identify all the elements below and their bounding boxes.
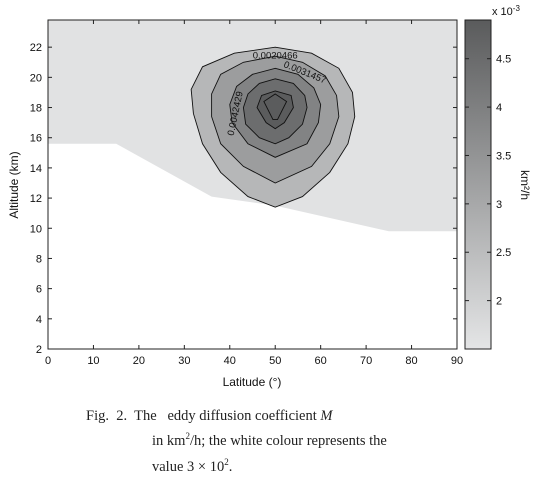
colorbar-multiplier: x 10-3: [492, 4, 520, 18]
y-tick-label: 6: [36, 284, 42, 296]
contour-label-1: 0.0020466: [253, 51, 298, 62]
y-tick-label: 10: [30, 223, 42, 235]
x-tick-label: 50: [269, 355, 281, 367]
plot-frame: [47, 19, 458, 350]
colorbar-tick-label: 4.5: [496, 54, 511, 66]
caption-line-3: value 3 × 102.: [152, 457, 233, 475]
colorbar: 2 2.5 3 3.5 4 4.5 x 10-3 km²/h: [464, 4, 532, 350]
contour-level-6: [263, 93, 288, 121]
y-tick-label: 4: [36, 314, 42, 326]
x-tick-label: 10: [87, 355, 99, 367]
x-tick-label: 30: [178, 355, 190, 367]
y-tick-label: 8: [36, 253, 42, 265]
y-tick-label: 16: [30, 133, 42, 145]
colorbar-frame: [464, 19, 492, 350]
y-tick-label: 2: [36, 344, 42, 356]
x-tick-label: 0: [45, 355, 51, 367]
colorbar-tick-label: 3: [496, 199, 502, 211]
colorbar-unit: km²/h: [518, 170, 532, 200]
colorbar-tick-label: 2.5: [496, 247, 511, 259]
x-axis-label: Latitude (°): [223, 375, 282, 389]
caption-line-2: in km2/h; the white colour represents th…: [152, 431, 387, 449]
x-tick-label: 70: [360, 355, 372, 367]
y-tick-label: 20: [30, 72, 42, 84]
y-tick-label: 14: [30, 163, 42, 175]
x-tick-label: 40: [224, 355, 236, 367]
colorbar-tick-label: 3.5: [496, 150, 511, 162]
y-axis-label: Altitude (km): [7, 151, 21, 218]
colorbar-fill: [465, 20, 491, 349]
y-tick-label: 22: [30, 42, 42, 54]
x-tick-label: 80: [405, 355, 417, 367]
y-tick-label: 18: [30, 103, 42, 115]
y-tick-label: 12: [30, 193, 42, 205]
x-tick-label: 20: [133, 355, 145, 367]
colorbar-tick-label: 4: [496, 102, 502, 114]
x-tick-label: 60: [315, 355, 327, 367]
x-tick-label: 90: [451, 355, 463, 367]
colorbar-tick-label: 2: [496, 296, 502, 308]
plot-area: 0 10 20 30 40 50 60 70 80 90 2 4 6 8 10 12 14 16 18 20 22: [30, 19, 463, 367]
caption-line-1: Fig. 2. The eddy diffusion coefficient M: [86, 408, 333, 424]
